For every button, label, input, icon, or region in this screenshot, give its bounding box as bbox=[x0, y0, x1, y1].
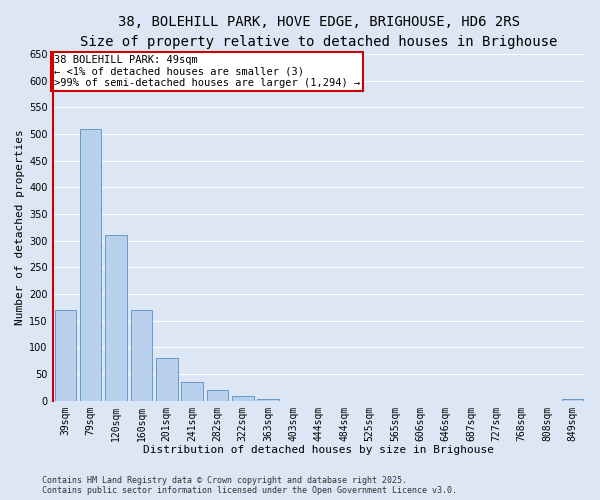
Y-axis label: Number of detached properties: Number of detached properties bbox=[15, 130, 25, 325]
Bar bbox=[232, 396, 254, 400]
X-axis label: Distribution of detached houses by size in Brighouse: Distribution of detached houses by size … bbox=[143, 445, 494, 455]
Text: Contains HM Land Registry data © Crown copyright and database right 2025.
Contai: Contains HM Land Registry data © Crown c… bbox=[42, 476, 457, 495]
Bar bbox=[156, 358, 178, 401]
Bar bbox=[55, 310, 76, 400]
Bar bbox=[257, 399, 279, 400]
Bar bbox=[131, 310, 152, 400]
Bar bbox=[105, 236, 127, 400]
Bar bbox=[206, 390, 228, 400]
Title: 38, BOLEHILL PARK, HOVE EDGE, BRIGHOUSE, HD6 2RS
Size of property relative to de: 38, BOLEHILL PARK, HOVE EDGE, BRIGHOUSE,… bbox=[80, 15, 557, 48]
Text: 38 BOLEHILL PARK: 49sqm
← <1% of detached houses are smaller (3)
>99% of semi-de: 38 BOLEHILL PARK: 49sqm ← <1% of detache… bbox=[54, 55, 360, 88]
Bar bbox=[80, 128, 101, 400]
Bar bbox=[562, 399, 583, 400]
Bar bbox=[181, 382, 203, 400]
